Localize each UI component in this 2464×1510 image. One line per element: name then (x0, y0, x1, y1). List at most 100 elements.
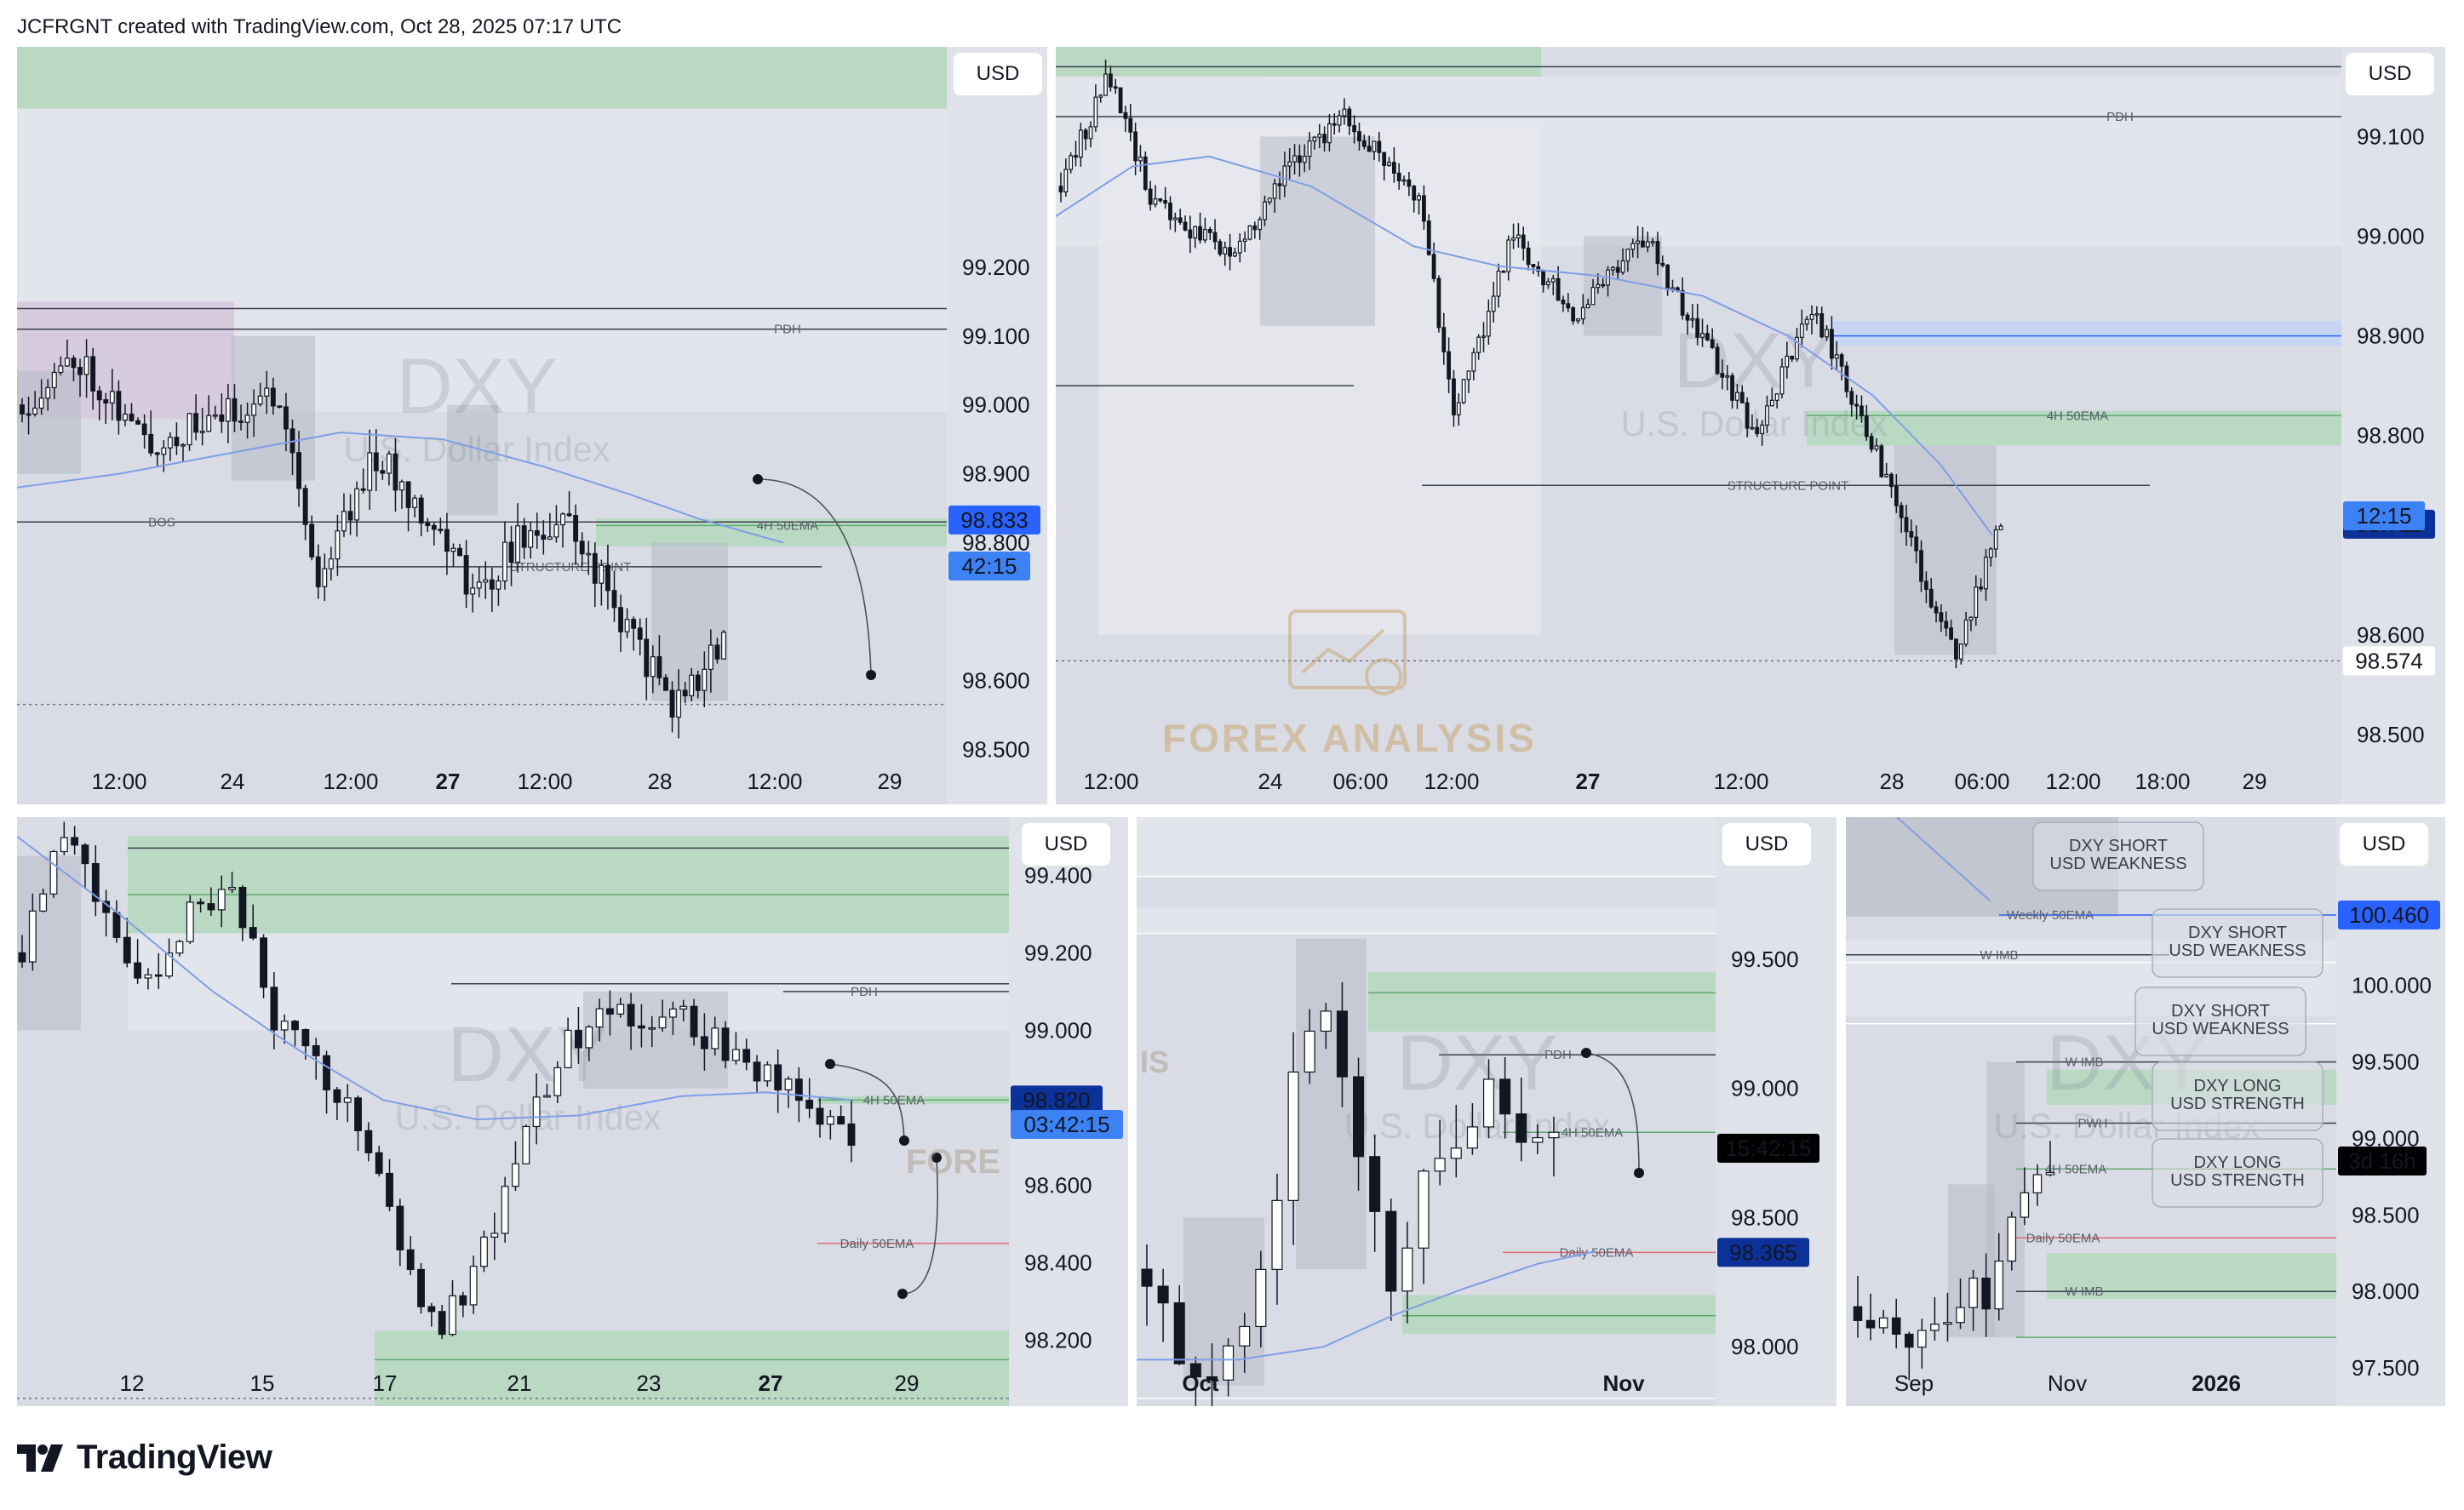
candle-body (1585, 304, 1590, 309)
candle-body (1118, 87, 1123, 114)
candle-body (112, 912, 121, 938)
candle-body (1307, 140, 1312, 157)
ema-zone (596, 518, 947, 546)
candle-body (58, 365, 64, 374)
attribution-header: JCFRGNT created with TradingView.com, Oc… (17, 15, 622, 38)
candle-body (1981, 1278, 1991, 1310)
projection-point (866, 670, 876, 680)
candle-body (1779, 366, 1785, 395)
candle-body (375, 1152, 383, 1175)
candle-body (690, 1005, 698, 1038)
candle-body (1904, 517, 1909, 533)
candle-body (1342, 108, 1347, 117)
candle-body (1223, 247, 1228, 255)
candle-body (225, 398, 231, 422)
candle-body (606, 1008, 614, 1015)
candle-body (721, 632, 726, 660)
candle-body (1450, 1147, 1462, 1159)
projection-point (1634, 1168, 1644, 1178)
candle-body (1322, 134, 1327, 144)
last-price-label-text: 98.820 (1023, 1087, 1091, 1112)
chart-canvas-1w[interactable]: Weekly 50EMA W IMB W IMB PWH 4H 50EMA Daily 5… (1846, 817, 2445, 1406)
candle-body (631, 619, 637, 629)
candle-body (1580, 306, 1585, 320)
candle-body (206, 415, 212, 432)
candle-body (1387, 162, 1391, 166)
ema-line (1056, 155, 1993, 536)
candle-body (1407, 179, 1412, 187)
candle-body (109, 391, 115, 404)
chart-panel-4h[interactable]: PDH 4H 50EMA Daily 50EMA DXY U.S. Dollar Ind… (17, 817, 1128, 1406)
candle-body (1930, 1324, 1940, 1331)
candle-body (427, 1306, 436, 1313)
candle-body (534, 529, 540, 536)
candle-body (28, 910, 37, 963)
candle-body (1954, 638, 1958, 660)
candle-body (1109, 73, 1113, 88)
candle-body (333, 1089, 341, 1103)
x-tick-label: 29 (878, 769, 903, 794)
chart-panel-1d[interactable]: PDH 4H 50EMA Daily 50EMA DXY U.S. Dollar Ind… (1137, 817, 1837, 1406)
candle-body (45, 386, 51, 399)
candle-body (1865, 1319, 1876, 1329)
y-tick-label: 99.100 (962, 323, 1030, 349)
candle-body (1431, 254, 1436, 279)
candle-body (1814, 313, 1819, 316)
level-4h-ema-label: 4H 50EMA (863, 1093, 925, 1107)
candle-body (1178, 217, 1183, 223)
candle-body (251, 403, 257, 416)
x-tick-label: 12:00 (1713, 769, 1768, 794)
candle-body (148, 433, 154, 454)
candle-body (1206, 1376, 1218, 1381)
currency-button[interactable]: USD (1022, 823, 1110, 866)
level-4h-ema-label: 4H 50EMA (2047, 409, 2109, 423)
price-axis-area (1716, 817, 1837, 1406)
candle-body (616, 1004, 625, 1015)
countdown-label (1717, 1134, 1819, 1163)
candle-body (167, 437, 173, 449)
candle-body (816, 1107, 824, 1125)
candle-body (32, 407, 38, 415)
price-axis-area (947, 47, 1047, 804)
candle-body (1212, 232, 1218, 243)
level-pwh-label: PWH (2078, 1116, 2108, 1130)
chart-panel-1h[interactable]: PDH BOS STRUCTURE POINT 4H 50EMA DXY U.S. Dol… (17, 47, 1047, 804)
candle-body (1297, 155, 1302, 163)
candle-body (1944, 621, 1949, 629)
weekly-ema-price-label (2338, 901, 2440, 930)
candle-body (1894, 485, 1899, 506)
candle-body (450, 547, 456, 552)
candle-body (1138, 156, 1143, 162)
tradingview-logo[interactable]: TradingView (17, 1439, 272, 1477)
x-tick-label: 28 (1880, 769, 1905, 794)
candle-body (1760, 424, 1765, 434)
candle-body (496, 580, 501, 590)
currency-button[interactable]: USD (2340, 823, 2428, 866)
candle-body (1928, 588, 1934, 608)
candle-body (1571, 307, 1576, 322)
candle-body (18, 952, 26, 963)
currency-button[interactable]: USD (1722, 823, 1811, 866)
chart-panel-15m[interactable]: PDH STRUCTURE POINT 4H 50EMA DXY U.S. Dollar… (1056, 47, 2445, 804)
currency-button[interactable]: USD (2346, 53, 2434, 95)
candle-body (228, 886, 237, 890)
candle-body (134, 962, 142, 979)
level-structure-label: STRUCTURE POINT (1728, 478, 1849, 493)
candle-body (508, 541, 514, 563)
candle-body (1361, 140, 1367, 147)
level-pdh-label: PDH (1544, 1048, 1572, 1062)
currency-button[interactable]: USD (954, 53, 1042, 95)
chart-panel-1w[interactable]: Weekly 50EMA W IMB W IMB PWH 4H 50EMA Daily 5… (1846, 817, 2445, 1406)
candle-body (364, 1130, 373, 1153)
low-price-label (2343, 646, 2435, 676)
x-tick-label: 27 (436, 769, 461, 794)
candle-body (564, 1029, 572, 1068)
level-daily-ema-label: Daily 50EMA (2026, 1231, 2100, 1245)
candle-body (315, 556, 321, 587)
range-zone-top (1137, 817, 1716, 877)
candle-body (1804, 318, 1809, 325)
